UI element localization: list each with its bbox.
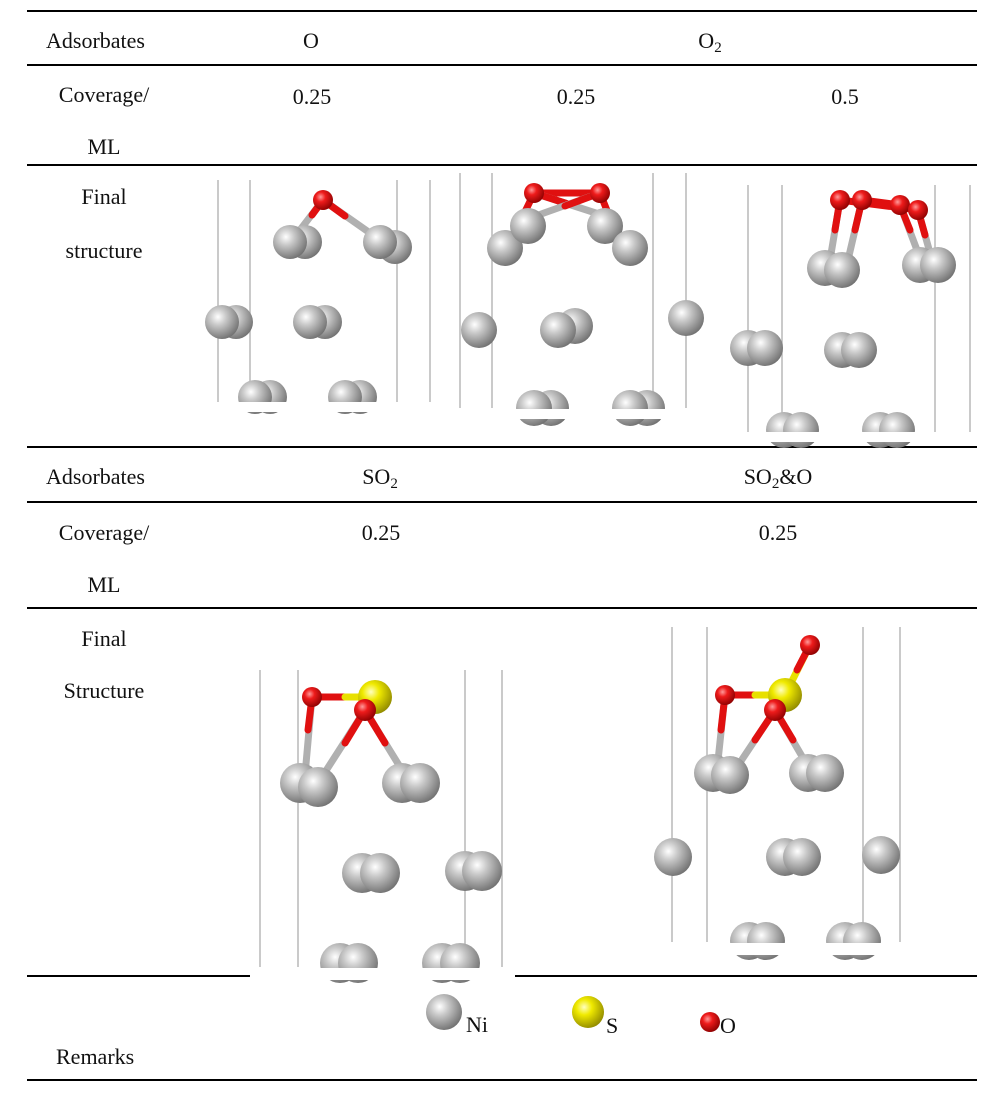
coverage-unit: ML <box>87 572 121 597</box>
adsorbate-o: O <box>303 28 319 53</box>
coverage-value: 0.25 <box>556 84 596 109</box>
ni-atoms <box>205 225 412 414</box>
structure-so2-o-0.25 <box>645 627 915 960</box>
adsorbates-label: Adsorbates <box>46 464 145 489</box>
remarks-label: Remarks <box>56 1044 135 1069</box>
adsorbates-label: Adsorbates <box>46 28 145 53</box>
structure-label: structure <box>65 238 143 263</box>
header-rule-3 <box>27 501 977 503</box>
header-rule-1 <box>27 64 977 66</box>
coverage-value: 0.25 <box>292 84 332 109</box>
final-label: Final <box>81 184 127 209</box>
structure-o2-0.25 <box>450 173 704 426</box>
header-rule-2 <box>27 164 977 166</box>
coverage-unit: ML <box>87 134 121 159</box>
adsorbate-o2: O2 <box>698 28 722 56</box>
o-legend-icon <box>700 1012 720 1032</box>
final-label: Final <box>81 626 127 651</box>
structure-so2-0.25 <box>250 670 515 983</box>
o-legend-label: O <box>720 1013 736 1038</box>
table-top-rule <box>27 10 977 12</box>
table-bottom-rule <box>27 1079 977 1081</box>
coverage-label: Coverage/ <box>58 520 150 545</box>
coverage-value: 0.5 <box>831 84 859 109</box>
structure-label: Structure <box>63 678 145 703</box>
s-legend-label: S <box>606 1013 619 1038</box>
coverage-value: 0.25 <box>361 520 401 545</box>
ni-legend-label: Ni <box>466 1012 488 1037</box>
structure-o2-0.5 <box>720 185 980 448</box>
adsorbate-so2-o: SO2&O <box>743 464 813 492</box>
ni-legend-icon <box>426 994 462 1030</box>
s-legend-icon <box>572 996 604 1028</box>
adsorbate-so2: SO2 <box>362 464 398 492</box>
o-atom <box>313 190 333 210</box>
structure-o-0.25 <box>200 180 440 414</box>
header-rule-4 <box>27 607 977 609</box>
coverage-label: Coverage/ <box>58 82 150 107</box>
block-separator-rule <box>27 446 977 448</box>
coverage-value: 0.25 <box>758 520 798 545</box>
